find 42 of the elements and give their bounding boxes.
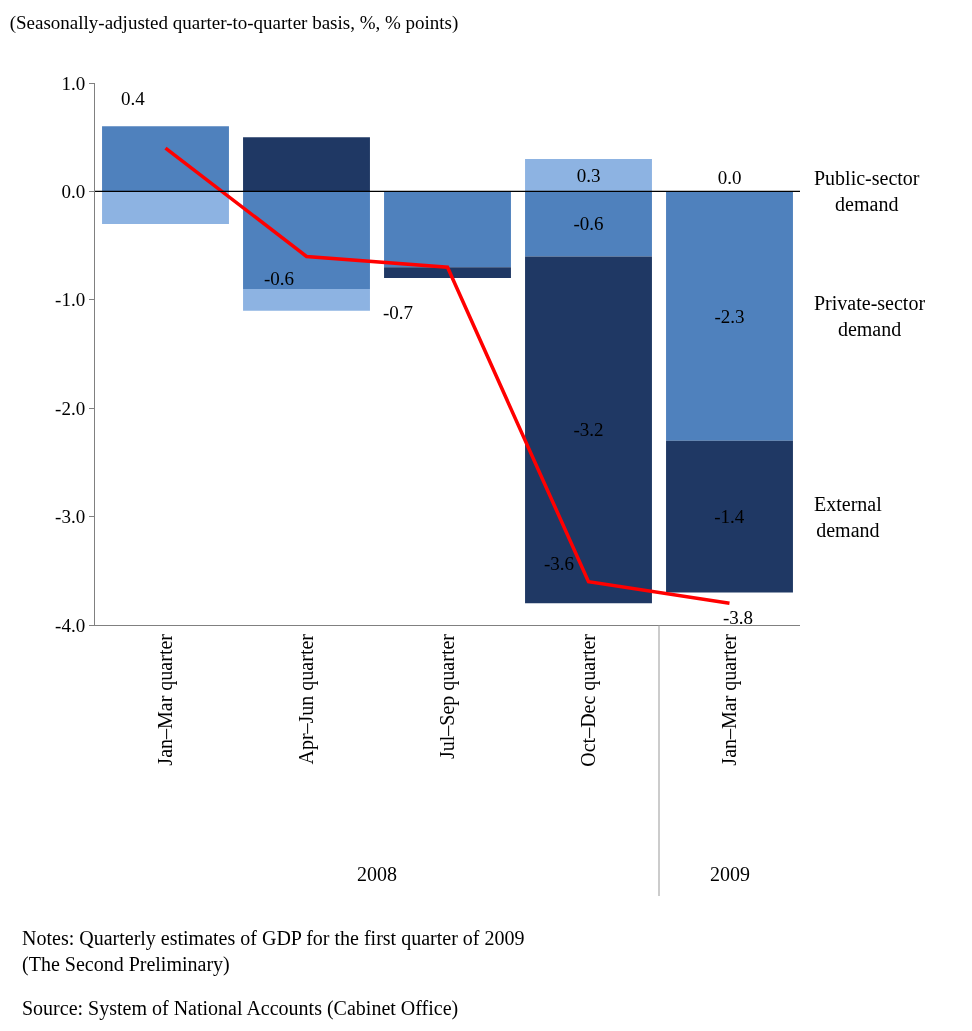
bar (243, 191, 370, 289)
text: Public-sector demand (814, 167, 920, 215)
data-label: -0.7 (383, 302, 414, 323)
data-label: 0.4 (121, 88, 146, 109)
x-tick-label: Jan–Mar quarter (154, 633, 177, 766)
y-tick-label: 0.0 (61, 181, 86, 203)
data-label: -0.6 (573, 213, 604, 235)
x-tick-label: Oct–Dec quarter (577, 633, 600, 767)
bar (243, 137, 370, 192)
data-label: -3.2 (573, 419, 604, 441)
bar (525, 158, 652, 192)
bar (525, 256, 652, 604)
source-note: Source: System of National Accounts (Cabinet Office) (22, 997, 459, 1020)
chart-subtitle: (Seasonally-adjusted quarter-to-quarter basis, %, % points) (9, 11, 459, 34)
data-label: 0.3 (576, 164, 601, 186)
data-label: -3.6 (544, 553, 575, 574)
text: 2009 (710, 863, 750, 885)
bar (102, 126, 229, 192)
bar (243, 288, 370, 311)
x-tick-label: Apr–Jun quarter (295, 633, 318, 765)
text: Notes: Quarterly estimates of GDP for the first quarter of 2009 (The Second Preliminary) (22, 927, 525, 976)
bar (666, 440, 793, 593)
data-label: -3.8 (723, 607, 754, 628)
bar (102, 191, 229, 224)
y-tick-label: -2.0 (55, 397, 86, 419)
data-label: 0.0 (717, 167, 742, 189)
data-label: -1.4 (714, 506, 745, 528)
y-tick-label: -4.0 (55, 614, 86, 636)
series-label: Private-sector demand (814, 292, 926, 340)
data-label: -2.3 (714, 305, 745, 327)
x-tick-label: Jul–Sep quarter (436, 633, 459, 759)
bar (525, 191, 652, 257)
data-label: -0.6 (264, 268, 295, 289)
bar (384, 191, 511, 268)
bar (384, 267, 511, 279)
y-tick-label: -1.0 (55, 289, 86, 311)
y-tick-label: 1.0 (61, 72, 86, 94)
text: 2008 (357, 863, 397, 885)
y-tick-label: -3.0 (55, 506, 86, 528)
x-tick-label: Jan–Mar quarter (718, 633, 741, 766)
series-label: External demand (814, 493, 883, 541)
bar (666, 191, 793, 441)
